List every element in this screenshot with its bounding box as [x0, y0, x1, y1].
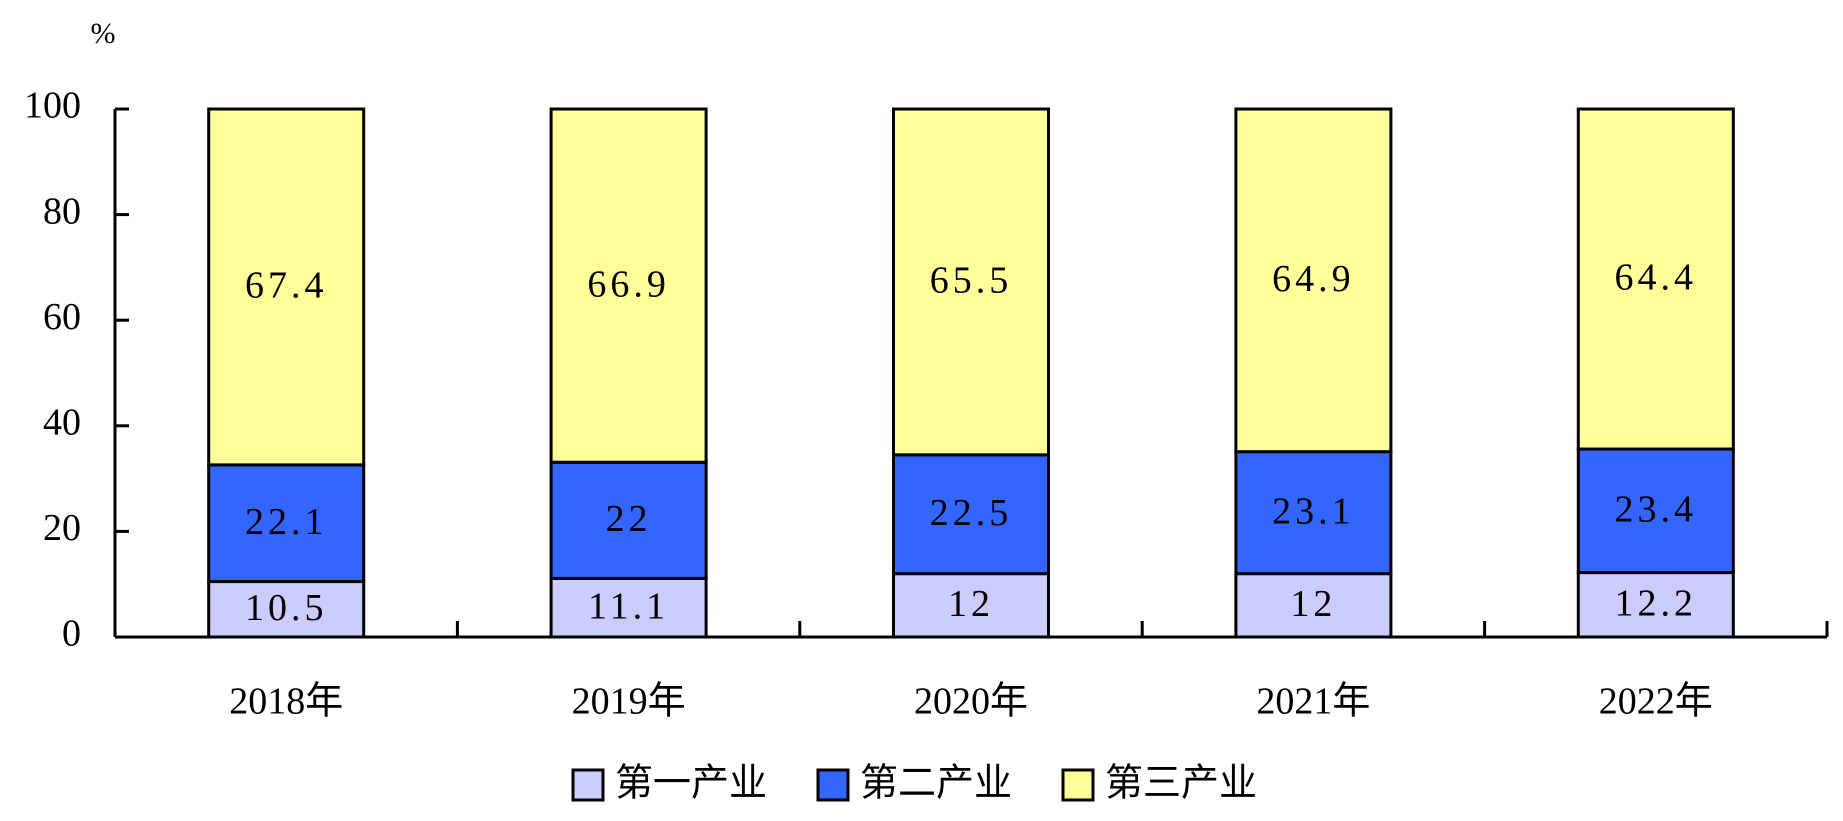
bar-segment — [1234, 107, 1393, 454]
x-tick-label: 2019年 — [572, 681, 686, 723]
bar-segment — [207, 107, 366, 467]
x-tick-label: 2022年 — [1599, 681, 1713, 723]
y-tick-label: 100 — [24, 85, 81, 127]
legend-label: 第三产业 — [1105, 763, 1257, 805]
value-label: 12.2 — [1615, 583, 1698, 625]
bar-segment — [892, 572, 1050, 639]
legend-label: 第二产业 — [860, 763, 1012, 805]
value-label: 23.4 — [1615, 489, 1698, 531]
bar-segment — [1576, 107, 1735, 451]
bar-segment — [549, 460, 708, 580]
value-label: 11.1 — [588, 585, 669, 627]
value-label: 12 — [1290, 583, 1336, 625]
bar-segment — [892, 453, 1050, 576]
value-label: 64.9 — [1272, 258, 1355, 300]
bar-segment — [1576, 571, 1735, 639]
y-unit: % — [91, 17, 116, 50]
y-tick-label: 80 — [43, 190, 81, 232]
value-label: 10.5 — [245, 587, 328, 629]
y-tick-label: 60 — [43, 296, 81, 338]
legend-swatch — [816, 768, 850, 802]
value-label: 65.5 — [930, 260, 1013, 302]
legend-label: 第一产业 — [615, 763, 767, 805]
bar-segment — [207, 463, 366, 584]
value-label: 22.1 — [245, 501, 328, 543]
bar-segment — [1234, 450, 1393, 576]
value-label: 22 — [606, 498, 652, 540]
y-tick-label: 40 — [43, 402, 81, 444]
y-tick-label: 0 — [62, 613, 81, 655]
y-tick-label: 20 — [43, 507, 81, 549]
value-label: 64.4 — [1615, 257, 1698, 299]
x-tick-label: 2018年 — [229, 681, 343, 723]
value-label: 67.4 — [245, 265, 328, 307]
value-label: 12 — [948, 583, 994, 625]
value-label: 22.5 — [930, 492, 1013, 534]
legend-swatch — [1061, 768, 1095, 802]
bar-segment — [892, 107, 1050, 457]
x-tick-label: 2020年 — [914, 681, 1028, 723]
value-label: 23.1 — [1272, 490, 1355, 532]
value-label: 66.9 — [587, 263, 670, 305]
bar-segment — [549, 107, 708, 464]
x-tick-label: 2021年 — [1256, 681, 1370, 723]
bar-segment — [1576, 447, 1735, 575]
bar-segment — [1234, 572, 1393, 639]
legend-swatch — [571, 768, 605, 802]
